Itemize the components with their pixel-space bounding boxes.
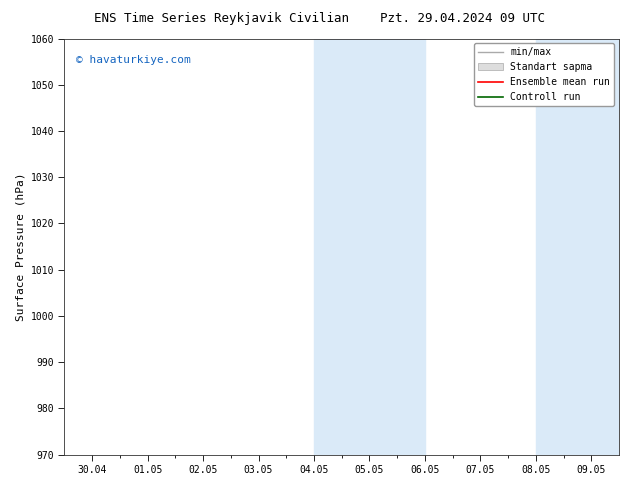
- Text: © havaturkiye.com: © havaturkiye.com: [75, 55, 190, 65]
- Bar: [536, 39, 619, 455]
- Text: ENS Time Series Reykjavik Civilian: ENS Time Series Reykjavik Civilian: [94, 12, 349, 25]
- Bar: [314, 39, 425, 455]
- Text: Pzt. 29.04.2024 09 UTC: Pzt. 29.04.2024 09 UTC: [380, 12, 545, 25]
- Legend: min/max, Standart sapma, Ensemble mean run, Controll run: min/max, Standart sapma, Ensemble mean r…: [474, 44, 614, 106]
- Y-axis label: Surface Pressure (hPa): Surface Pressure (hPa): [15, 172, 25, 321]
